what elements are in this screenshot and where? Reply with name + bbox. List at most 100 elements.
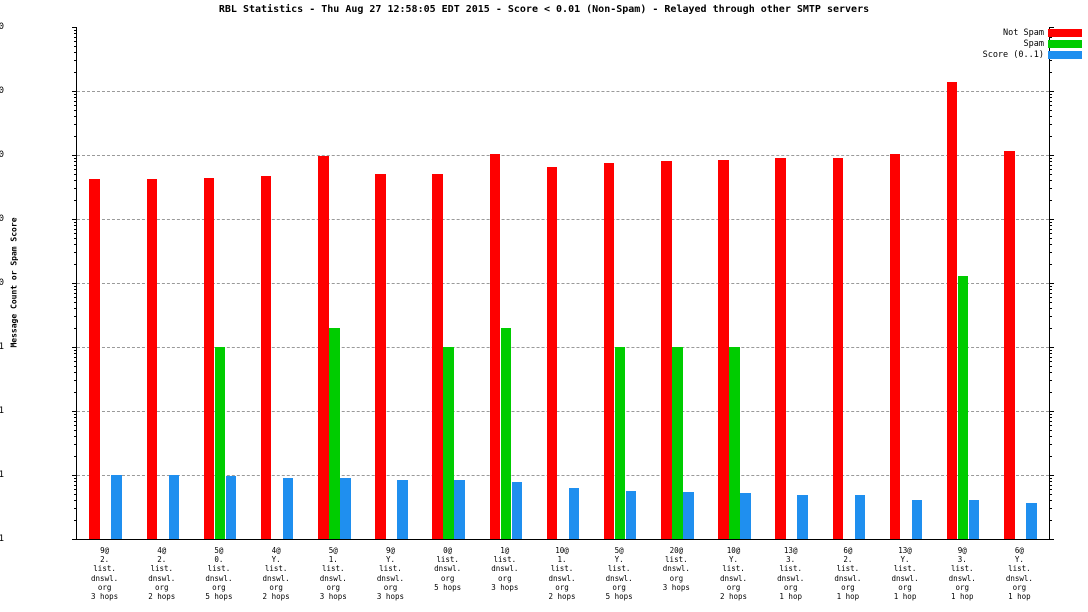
bar-score bbox=[111, 475, 122, 539]
bar-score bbox=[454, 479, 465, 539]
y-axis-minor-tick bbox=[74, 308, 77, 310]
x-axis-tick-label: 10@ Y. list. dnswl. org 2 hops bbox=[719, 546, 748, 602]
bar-not-spam bbox=[775, 157, 786, 539]
y-axis-minor-tick bbox=[1049, 100, 1052, 102]
gridline bbox=[77, 155, 1049, 156]
bar-score bbox=[625, 491, 637, 539]
y-axis-minor-tick bbox=[74, 60, 77, 62]
y-axis-minor-tick bbox=[74, 500, 77, 502]
y-axis-minor-tick bbox=[74, 244, 77, 246]
y-axis-tick bbox=[72, 283, 77, 284]
y-axis-minor-tick bbox=[1049, 199, 1052, 201]
bar-not-spam bbox=[318, 156, 329, 539]
y-axis-minor-tick bbox=[74, 372, 77, 374]
bar-score bbox=[797, 495, 808, 539]
legend-label: Score (0..1) bbox=[982, 50, 1044, 60]
y-axis-tick bbox=[1049, 91, 1054, 92]
y-axis-tick-label: 0.001 bbox=[0, 534, 4, 544]
y-axis-minor-tick bbox=[1049, 169, 1052, 171]
bar-spam bbox=[214, 347, 226, 539]
y-axis-tick-label: 100 bbox=[0, 214, 4, 224]
bar-score bbox=[168, 475, 179, 539]
y-axis-minor-tick bbox=[74, 302, 77, 304]
legend-swatch bbox=[1048, 51, 1082, 59]
y-axis-label: Message Count or Spam Score bbox=[9, 217, 19, 348]
y-axis-minor-tick bbox=[74, 135, 77, 137]
y-axis-minor-tick bbox=[1049, 380, 1052, 382]
y-axis-minor-tick bbox=[74, 391, 77, 393]
y-axis-minor-tick bbox=[1049, 71, 1052, 73]
y-axis-minor-tick bbox=[74, 164, 77, 166]
y-axis-minor-tick bbox=[74, 221, 77, 223]
bar-score bbox=[911, 499, 923, 539]
bar-spam bbox=[729, 347, 740, 539]
bar-not-spam bbox=[432, 174, 443, 539]
y-axis-tick bbox=[72, 27, 77, 28]
x-axis-tick-label: 5@ 1. list. dnswl. org 3 hops bbox=[319, 546, 347, 602]
gridline bbox=[77, 347, 1049, 348]
y-axis-minor-tick bbox=[74, 228, 77, 230]
y-axis-minor-tick bbox=[74, 481, 77, 483]
y-axis-minor-tick bbox=[74, 105, 77, 107]
y-axis-tick bbox=[1049, 219, 1054, 220]
bar-spam bbox=[614, 347, 626, 539]
y-axis-minor-tick bbox=[1049, 477, 1052, 479]
y-axis-tick bbox=[1049, 155, 1054, 156]
y-axis-minor-tick bbox=[74, 366, 77, 368]
y-axis-minor-tick bbox=[1049, 97, 1052, 99]
bar-not-spam bbox=[832, 158, 844, 539]
gridline bbox=[77, 219, 1049, 220]
y-axis-tick bbox=[72, 475, 77, 476]
x-axis-tick-label: 0@ list. dnswl. org 5 hops bbox=[434, 546, 462, 592]
y-axis-minor-tick bbox=[1049, 500, 1052, 502]
y-axis-minor-tick bbox=[74, 519, 77, 521]
legend-label: Not Spam bbox=[1003, 28, 1044, 38]
bar-not-spam bbox=[375, 174, 386, 539]
y-axis-tick bbox=[72, 411, 77, 412]
x-axis-tick-label: 1@ list. dnswl. org 3 hops bbox=[491, 546, 519, 592]
bar-not-spam bbox=[203, 178, 215, 539]
y-axis-minor-tick bbox=[74, 199, 77, 201]
bar-spam bbox=[957, 275, 969, 539]
y-axis-minor-tick bbox=[74, 316, 77, 318]
bar-score bbox=[968, 500, 980, 539]
bar-not-spam bbox=[661, 161, 672, 539]
y-axis-minor-tick bbox=[1049, 413, 1052, 415]
y-axis-minor-tick bbox=[74, 263, 77, 265]
y-axis-minor-tick bbox=[1049, 228, 1052, 230]
y-axis-minor-tick bbox=[74, 484, 77, 486]
y-axis-minor-tick bbox=[74, 97, 77, 99]
legend-swatch bbox=[1048, 29, 1082, 37]
bar-score bbox=[225, 476, 237, 539]
gridline bbox=[77, 475, 1049, 476]
x-axis-tick-label: 5@ 0. list. dnswl. org 5 hops bbox=[205, 546, 233, 602]
y-axis-minor-tick bbox=[74, 71, 77, 73]
y-axis-minor-tick bbox=[1049, 436, 1052, 438]
x-axis-tick-label: 6@ Y. list. dnswl. org 1 hop bbox=[1005, 546, 1033, 602]
y-axis-minor-tick bbox=[1049, 124, 1052, 126]
y-axis-minor-tick bbox=[74, 508, 77, 510]
y-axis-minor-tick bbox=[1049, 263, 1052, 265]
chart-title: RBL Statistics - Thu Aug 27 12:58:05 EDT… bbox=[218, 4, 870, 15]
y-axis-minor-tick bbox=[1049, 425, 1052, 427]
bar-score bbox=[1026, 503, 1037, 539]
legend-swatch bbox=[1048, 40, 1082, 48]
y-axis-minor-tick bbox=[74, 41, 77, 43]
y-axis-minor-tick bbox=[74, 252, 77, 254]
y-axis-minor-tick bbox=[74, 455, 77, 457]
bar-not-spam bbox=[146, 178, 157, 539]
y-axis-minor-tick bbox=[1049, 292, 1052, 294]
gridline bbox=[77, 283, 1049, 284]
y-axis-minor-tick bbox=[1049, 308, 1052, 310]
y-axis-minor-tick bbox=[74, 157, 77, 159]
y-axis-minor-tick bbox=[74, 361, 77, 363]
bar-not-spam bbox=[546, 166, 558, 539]
y-axis-minor-tick bbox=[1049, 494, 1052, 496]
y-axis-minor-tick bbox=[74, 417, 77, 419]
bar-score bbox=[340, 477, 351, 539]
y-axis-minor-tick bbox=[74, 110, 77, 112]
y-axis-minor-tick bbox=[1049, 135, 1052, 137]
y-axis-minor-tick bbox=[74, 169, 77, 171]
y-axis-minor-tick bbox=[74, 327, 77, 329]
